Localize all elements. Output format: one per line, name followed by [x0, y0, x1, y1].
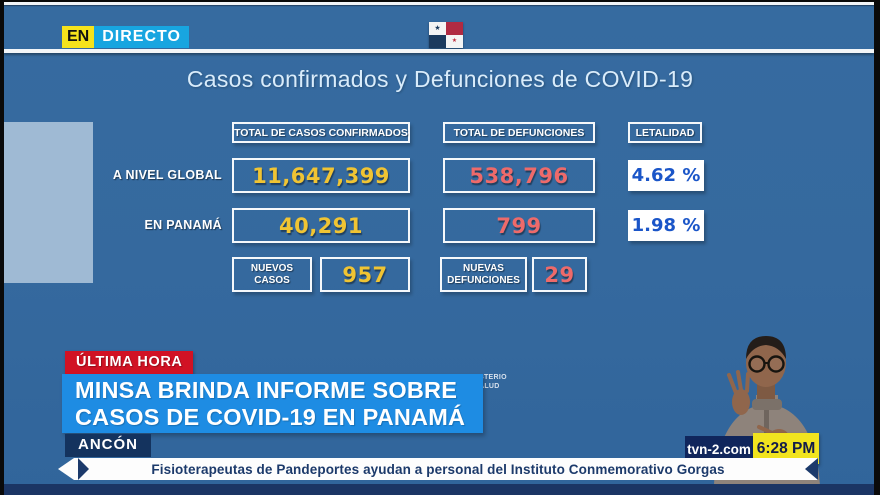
- panama-deaths-number: 799: [496, 213, 542, 238]
- live-badge: EN DIRECTO: [62, 26, 189, 48]
- top-divider-line: [4, 2, 874, 5]
- flag-quadrant-blue: [429, 35, 446, 48]
- side-panel: [4, 122, 93, 283]
- panama-flag-icon: ★ ★: [429, 22, 463, 48]
- ticker-right-arrow-icon: [805, 458, 818, 480]
- value-global-lethality: 4.62 %: [628, 160, 704, 191]
- flag-quadrant-star-blue: ★: [429, 22, 446, 35]
- headline-line1: MINSA BRINDA INFORME SOBRE: [75, 377, 458, 403]
- flag-quadrant-red: [446, 22, 463, 35]
- news-ticker: Fisioterapeutas de Pandeportes ayudan a …: [58, 458, 818, 480]
- ticker-text: Fisioterapeutas de Pandeportes ayudan a …: [151, 461, 725, 477]
- column-header-lethality: LETALIDAD: [628, 122, 702, 143]
- panama-confirmed-number: 40,291: [278, 213, 364, 238]
- live-directo-label: DIRECTO: [94, 26, 189, 48]
- location-badge: ANCÓN: [65, 434, 151, 457]
- live-en-label: EN: [62, 26, 95, 48]
- headline-banner: MINSA BRINDA INFORME SOBRE CASOS DE COVI…: [62, 374, 483, 433]
- value-panama-lethality: 1.98 %: [628, 210, 704, 241]
- ministry-watermark: STERIO ALUD: [479, 373, 507, 391]
- ticker-left-arrow-icon: [78, 458, 89, 480]
- ministry-watermark-line1: STERIO: [479, 374, 507, 381]
- global-deaths-number: 538,796: [469, 163, 569, 188]
- column-header-confirmed: TOTAL DE CASOS CONFIRMADOS: [232, 122, 410, 143]
- new-deaths-value-box: 29: [532, 257, 587, 292]
- ministry-watermark-line2: ALUD: [479, 383, 500, 390]
- global-confirmed-number: 11,647,399: [252, 163, 390, 188]
- column-header-deaths: TOTAL DE DEFUNCIONES: [443, 122, 595, 143]
- flag-quadrant-star-red: ★: [446, 35, 463, 48]
- board-title: Casos confirmados y Defunciones de COVID…: [186, 66, 694, 92]
- value-panama-confirmed: 40,291: [232, 208, 410, 243]
- bottom-bar: [0, 484, 880, 495]
- new-cases-label: NUEVOS CASOS: [232, 257, 312, 292]
- value-global-deaths: 538,796: [443, 158, 595, 193]
- header-divider-line: [4, 49, 874, 53]
- row-label-panama: EN PANAMÁ: [144, 218, 222, 232]
- new-cases-value-box: 957: [320, 257, 410, 292]
- frame-edge-top: [0, 0, 880, 2]
- new-deaths-number: 29: [544, 262, 575, 287]
- frame-edge-left: [0, 0, 4, 495]
- value-global-confirmed: 11,647,399: [232, 158, 410, 193]
- new-cases-number: 957: [342, 262, 388, 287]
- row-label-global: A NIVEL GLOBAL: [112, 168, 222, 182]
- frame-edge-right: [874, 0, 880, 495]
- new-deaths-label: NUEVAS DEFUNCIONES: [440, 257, 527, 292]
- value-panama-deaths: 799: [443, 208, 595, 243]
- breaking-news-badge: ÚLTIMA HORA: [65, 351, 194, 374]
- headline-line2: CASOS DE COVID-19 EN PANAMÁ: [75, 404, 466, 430]
